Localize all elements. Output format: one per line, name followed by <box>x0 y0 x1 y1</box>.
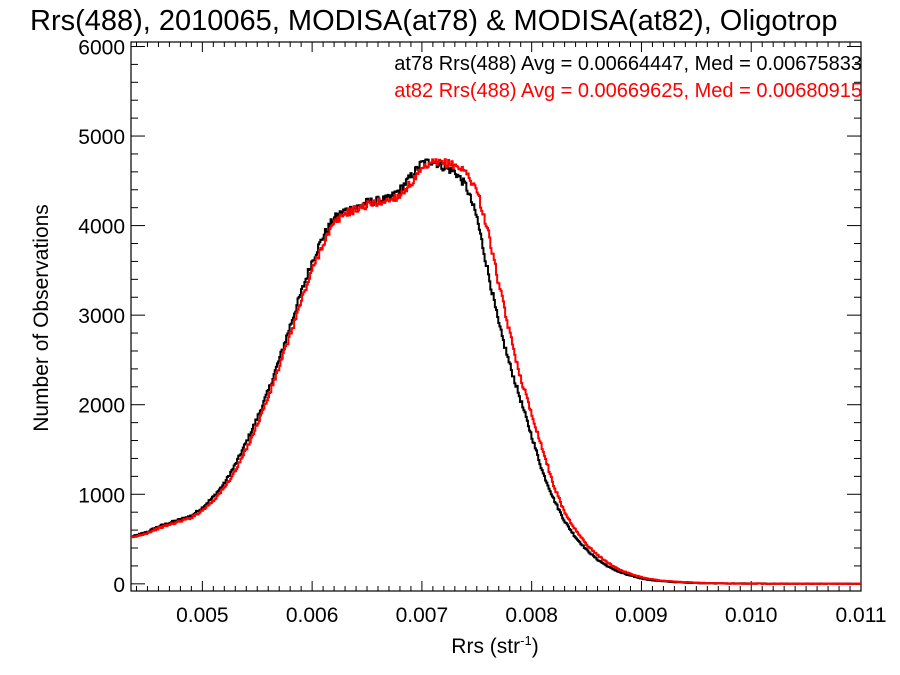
series-line-at82 <box>131 158 861 585</box>
series-line-at78 <box>131 158 861 585</box>
y-tick-label: 5000 <box>78 126 125 149</box>
plot-border <box>130 41 862 592</box>
x-axis-ticks: 0.005 0.006 0.007 0.008 0.009 0.010 0.011 <box>135 42 887 627</box>
x-axis-label-main: Rrs (str <box>451 635 520 658</box>
x-tick-label: 0.006 <box>286 604 339 627</box>
y-tick-label: 0 <box>113 574 125 597</box>
y-axis-ticks: 0 1000 2000 3000 4000 5000 6000 <box>78 36 861 597</box>
x-tick-label: 0.009 <box>615 604 668 627</box>
x-tick-label: 0.011 <box>836 604 887 627</box>
x-tick-label: 0.005 <box>176 604 229 627</box>
annotation-at78: at78 Rrs(488) Avg = 0.00664447, Med = 0.… <box>394 53 862 75</box>
y-tick-label: 1000 <box>78 484 125 507</box>
plot-frame <box>130 41 862 592</box>
x-axis-label-close: ) <box>532 635 539 658</box>
y-tick-label: 4000 <box>78 216 125 239</box>
x-tick-label: 0.010 <box>725 604 778 627</box>
x-tick-label: 0.008 <box>505 604 558 627</box>
y-tick-label: 2000 <box>78 395 125 418</box>
y-tick-label: 3000 <box>78 305 125 328</box>
annotation-at82: at82 Rrs(488) Avg = 0.00669625, Med = 0.… <box>394 80 862 102</box>
y-tick-label: 6000 <box>78 36 125 59</box>
x-axis-label-superscript: -1 <box>520 633 532 648</box>
y-axis-label: Number of Observations <box>30 204 53 432</box>
x-axis-label: Rrs (str-1) <box>451 633 538 658</box>
series-layer <box>131 158 861 585</box>
chart-title: Rrs(488), 2010065, MODISA(at78) & MODISA… <box>30 5 837 37</box>
x-tick-label: 0.007 <box>396 604 449 627</box>
